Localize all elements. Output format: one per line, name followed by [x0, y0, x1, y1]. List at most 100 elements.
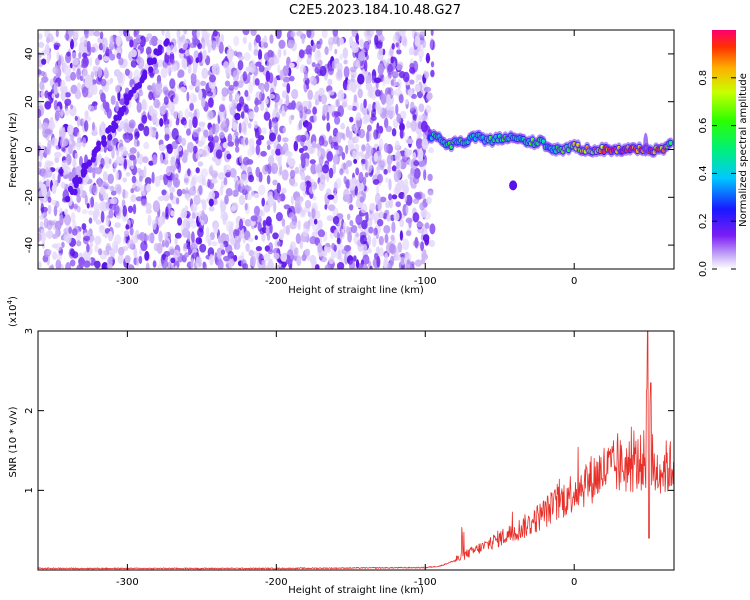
spectrogram-cell — [422, 249, 427, 259]
spectrogram-y-tick-label: -20 — [24, 189, 35, 205]
spectrogram-cell — [167, 90, 176, 100]
spectrogram-cell — [335, 99, 340, 107]
spectrogram-cell — [140, 184, 148, 196]
spectrogram-cell — [418, 103, 425, 113]
spectrogram-cell — [211, 63, 217, 75]
spectrogram-cell — [99, 200, 107, 212]
spectrogram-cell — [72, 158, 77, 169]
spectrogram-cell — [399, 219, 405, 228]
spectrogram-cell — [342, 162, 346, 170]
spectrogram-cell — [226, 153, 232, 160]
spectrogram-cell — [269, 34, 274, 44]
spectrogram-cell — [362, 254, 370, 265]
spectrogram-cell — [237, 60, 244, 71]
spectrogram-cell — [283, 204, 291, 210]
spectrogram-cell — [364, 35, 372, 41]
spectrogram-cell — [143, 141, 150, 150]
spectrogram-cell — [190, 203, 198, 213]
spectrogram-cell — [74, 89, 82, 100]
spectrogram-cell — [92, 167, 96, 179]
spectrogram-cell — [364, 60, 368, 72]
spectrogram-cell — [169, 191, 174, 201]
spectrogram-cell — [180, 38, 189, 51]
spectrogram-cell — [373, 129, 379, 140]
spectrogram-cell — [102, 192, 109, 201]
spectrogram-cell — [367, 234, 372, 246]
spectrogram-cell — [60, 79, 66, 89]
spectrogram-cell — [258, 184, 266, 196]
spectrogram-cell — [282, 127, 286, 133]
spectrogram-cell — [38, 181, 44, 187]
spectrogram-cell — [346, 213, 351, 220]
spectrogram-cell — [110, 190, 117, 196]
spectrogram-cell — [93, 30, 101, 37]
spectrogram-cell — [263, 35, 268, 43]
spectrogram-cell — [396, 113, 402, 123]
spectrogram-cell — [149, 72, 154, 79]
spectrogram-cell — [70, 38, 74, 50]
spectrogram-cell — [272, 232, 279, 240]
spectrogram-cell — [111, 132, 116, 139]
spectrogram-cell — [149, 125, 153, 137]
spectrogram-cell — [318, 135, 325, 146]
spectrogram-cell — [201, 67, 209, 79]
spectrogram-cell — [176, 146, 183, 152]
spectrogram-cell — [337, 69, 343, 79]
spectrogram-cell — [312, 77, 317, 86]
spectrogram-cell — [105, 201, 110, 209]
spectrogram-cell — [38, 161, 42, 168]
spectrogram-cell — [377, 63, 384, 76]
spectrogram-cell — [38, 232, 42, 242]
spectrogram-cell — [269, 87, 275, 96]
spectrogram-cell — [324, 204, 328, 210]
spectrogram-cell — [213, 222, 219, 235]
spectrogram-cell — [309, 236, 317, 245]
spectrogram-cell — [84, 110, 89, 119]
spectrogram-cell — [223, 177, 228, 186]
spectrogram-cell — [358, 51, 366, 62]
spectrogram-cell — [355, 59, 361, 68]
spectrogram-cell — [238, 194, 246, 206]
spectrogram-cell — [152, 200, 160, 213]
spectrogram-cell — [47, 204, 52, 215]
spectrogram-cell — [191, 211, 196, 220]
spectrogram-cell — [219, 201, 225, 210]
spectrogram-cell — [289, 263, 293, 269]
spectrogram-cell — [261, 197, 266, 207]
spectrogram-cell — [76, 240, 82, 247]
spectrogram-cell — [329, 37, 333, 43]
spectrogram-cell — [248, 174, 255, 183]
spectrogram-cell — [257, 49, 263, 61]
spectrogram-x-tick-label: 0 — [571, 276, 577, 287]
spectrogram-cell — [282, 65, 289, 77]
spectrogram-cell — [118, 30, 124, 37]
spectrogram-cell — [270, 149, 276, 157]
spectrogram-cell — [242, 36, 247, 44]
spectrogram-cell — [351, 105, 357, 111]
spectrogram-cell — [118, 246, 125, 256]
spectrogram-cell — [300, 172, 306, 179]
spectrogram-cell — [366, 161, 373, 174]
spectrogram-cell — [230, 237, 236, 246]
spectrogram-cell — [127, 205, 134, 213]
spectrogram-cell — [343, 244, 352, 252]
spectrogram-cell — [209, 254, 214, 266]
spectrogram-cell — [368, 226, 374, 234]
spectrogram-streak-cell — [107, 124, 113, 132]
snr-x-tick-label: -100 — [414, 577, 437, 588]
spectrogram-cell — [354, 143, 360, 151]
spectrogram-cell — [403, 178, 409, 189]
spectrogram-cell — [223, 164, 232, 173]
spectrogram-cell — [272, 247, 280, 255]
spectrogram-cell — [306, 121, 313, 132]
spectrogram-cell — [143, 166, 147, 178]
spectrogram-cell — [60, 137, 67, 148]
spectrogram-cell — [289, 176, 296, 186]
spectrogram-cell — [345, 144, 349, 155]
spectrogram-cell — [410, 101, 415, 112]
spectrogram-cell — [147, 84, 153, 91]
spectrogram-cell — [107, 230, 113, 242]
spectrogram-streak-cell — [72, 177, 78, 185]
spectrogram-cell — [64, 98, 72, 107]
